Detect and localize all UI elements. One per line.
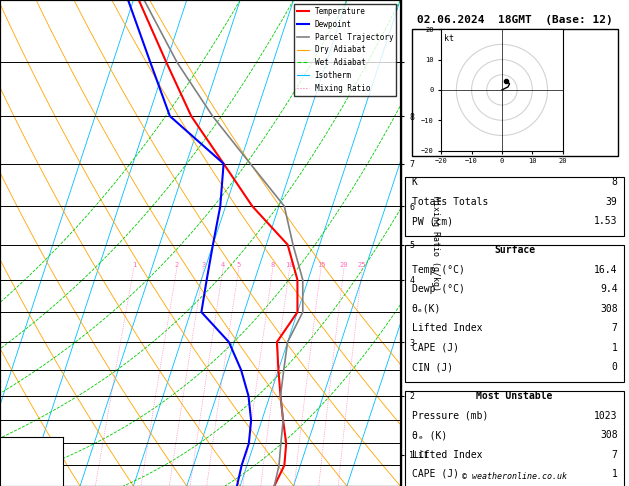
- Text: 4: 4: [221, 262, 225, 268]
- Text: θₑ (K): θₑ (K): [412, 430, 447, 440]
- Text: 1.53: 1.53: [594, 216, 618, 226]
- Text: 7: 7: [611, 450, 618, 460]
- Text: Totals Totals: Totals Totals: [412, 197, 488, 207]
- FancyBboxPatch shape: [412, 29, 618, 156]
- Text: 02.06.2024  18GMT  (Base: 12): 02.06.2024 18GMT (Base: 12): [417, 15, 613, 25]
- Text: 308: 308: [600, 430, 618, 440]
- Text: Pressure (mb): Pressure (mb): [412, 411, 488, 421]
- Text: 7: 7: [611, 323, 618, 333]
- Text: CAPE (J): CAPE (J): [412, 469, 459, 479]
- FancyBboxPatch shape: [405, 245, 625, 382]
- Text: 15: 15: [316, 262, 325, 268]
- Text: 1023: 1023: [594, 411, 618, 421]
- FancyBboxPatch shape: [405, 391, 625, 486]
- Text: 10: 10: [286, 262, 294, 268]
- Text: K: K: [412, 177, 418, 188]
- Legend: Temperature, Dewpoint, Parcel Trajectory, Dry Adiabat, Wet Adiabat, Isotherm, Mi: Temperature, Dewpoint, Parcel Trajectory…: [294, 4, 396, 96]
- Text: 1: 1: [131, 262, 136, 268]
- Text: 39: 39: [606, 197, 618, 207]
- Y-axis label: Mixing Ratio (g/kg): Mixing Ratio (g/kg): [431, 195, 440, 291]
- Text: kt: kt: [443, 34, 454, 43]
- Text: 2: 2: [175, 262, 179, 268]
- Text: 3: 3: [201, 262, 206, 268]
- Text: CAPE (J): CAPE (J): [412, 343, 459, 353]
- Text: CIN (J): CIN (J): [412, 362, 453, 372]
- Text: 1: 1: [611, 469, 618, 479]
- FancyBboxPatch shape: [405, 177, 625, 236]
- Text: 20: 20: [340, 262, 348, 268]
- Text: © weatheronline.co.uk: © weatheronline.co.uk: [462, 472, 567, 481]
- Text: θₑ(K): θₑ(K): [412, 304, 441, 314]
- Text: 0: 0: [611, 362, 618, 372]
- Text: 5: 5: [237, 262, 241, 268]
- Text: Most Unstable: Most Unstable: [476, 391, 553, 401]
- Text: PW (cm): PW (cm): [412, 216, 453, 226]
- Text: 16.4: 16.4: [594, 265, 618, 275]
- Text: Lifted Index: Lifted Index: [412, 323, 482, 333]
- Text: 9.4: 9.4: [600, 284, 618, 295]
- Text: 25: 25: [358, 262, 367, 268]
- Text: Temp (°C): Temp (°C): [412, 265, 465, 275]
- Text: 8: 8: [270, 262, 275, 268]
- Text: 308: 308: [600, 304, 618, 314]
- Text: Surface: Surface: [494, 245, 535, 256]
- Text: 1: 1: [611, 343, 618, 353]
- Text: Lifted Index: Lifted Index: [412, 450, 482, 460]
- Text: Dewp (°C): Dewp (°C): [412, 284, 465, 295]
- Text: 8: 8: [611, 177, 618, 188]
